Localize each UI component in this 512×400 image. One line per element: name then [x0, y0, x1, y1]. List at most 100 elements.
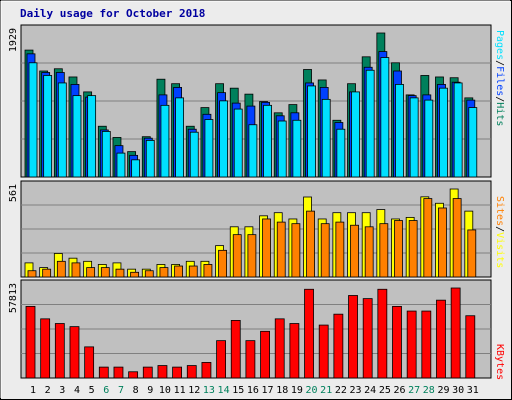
pages-bar-day-2 [43, 75, 53, 178]
sites-bar-day-2 [42, 268, 52, 278]
kbytes-bar-day-12 [186, 365, 197, 379]
day-tick-label: 30 [452, 385, 464, 396]
kbytes-bar-day-6 [98, 366, 109, 379]
kbytes-bar-day-8 [128, 371, 139, 379]
day-tick-label: 4 [74, 385, 80, 396]
pages-bar-day-12 [189, 131, 199, 178]
sites-bar-day-17 [262, 218, 271, 278]
pages-bar-day-28 [424, 99, 434, 178]
day-tick-label: 1 [30, 385, 36, 396]
day-tick-label: 29 [437, 385, 449, 396]
pages-bar-day-1 [28, 62, 38, 178]
day-tick-label: 12 [188, 385, 200, 396]
pages-bar-day-8 [131, 159, 141, 178]
kbytes-bar-day-15 [230, 319, 241, 379]
sites-bar-day-6 [100, 267, 110, 278]
pages-bar-day-20 [307, 85, 316, 178]
sites-bar-day-14 [218, 249, 227, 278]
sites-bar-day-15 [232, 234, 242, 278]
day-tick-label: 21 [320, 385, 332, 396]
sites-bar-day-21 [320, 223, 330, 278]
kbytes-bar-day-1 [25, 305, 36, 379]
kbytes-bar-day-28 [421, 310, 432, 379]
day-tick-label: 20 [306, 385, 318, 396]
pages-bar-day-17 [263, 104, 272, 178]
sites-bar-day-31 [467, 229, 477, 278]
day-tick-label: 23 [349, 385, 361, 396]
day-tick-label: 9 [147, 385, 153, 396]
kbytes-bar-day-27 [406, 310, 417, 379]
pages-bar-day-3 [57, 82, 67, 178]
pages-bar-day-4 [72, 95, 82, 178]
kbytes-bar-day-24 [362, 298, 373, 379]
legend-part: / [494, 60, 505, 66]
legend-part: Visits [494, 232, 505, 268]
pages-bar-day-24 [365, 69, 375, 178]
pages-bar-day-9 [145, 140, 155, 178]
sites-bar-day-27 [408, 220, 418, 278]
pages-bar-day-23 [351, 91, 360, 178]
chart-title: Daily usage for October 2018 [20, 7, 205, 20]
day-axis: 1 2 3 4 5 6 7 8 9 10 11 12 13 14 15 16 17 18 19 20 21 22 23 24 2… [30, 385, 479, 396]
kbytes-bar-day-9 [142, 366, 153, 379]
sites-bar-day-25 [379, 223, 389, 278]
kbytes-bar-day-26 [392, 305, 402, 379]
sites-bar-day-4 [71, 262, 81, 278]
pages-bar-day-14 [219, 100, 228, 178]
legend-part: KBytes [494, 344, 505, 380]
sites-bar-day-23 [350, 224, 359, 278]
day-tick-label: 18 [276, 385, 288, 396]
series-legend-label: Pages/Files/Hits [494, 30, 505, 126]
kbytes-bar-day-25 [377, 288, 388, 379]
day-tick-label: 19 [291, 385, 303, 396]
pages-bar-day-16 [248, 124, 258, 178]
day-tick-label: 28 [423, 385, 435, 396]
kbytes-bar-day-21 [318, 324, 329, 379]
pages-bar-day-5 [87, 95, 97, 178]
max-value-label: 561 [8, 184, 19, 202]
kbytes-bar-day-7 [113, 366, 124, 379]
max-value-label: 1929 [8, 28, 19, 52]
day-tick-label: 31 [467, 385, 479, 396]
kbytes-bar-day-3 [54, 323, 65, 379]
series-legend-label: KBytes [494, 344, 505, 380]
sites-bar-day-22 [335, 221, 345, 278]
kbytes-panel: 57813 KBytes [8, 279, 505, 380]
sites-bar-day-18 [276, 221, 286, 278]
day-tick-label: 24 [364, 385, 376, 396]
visits-sites-panel: 561 Sites/Visits [8, 180, 505, 278]
hits-files-pages-panel: 1929 Pages/Files/Hits [8, 24, 505, 178]
kbytes-bar-day-16 [245, 340, 256, 379]
day-tick-label: 8 [133, 385, 139, 396]
day-tick-label: 15 [232, 385, 244, 396]
kbytes-bar-day-4 [69, 326, 80, 379]
pages-bar-day-29 [439, 87, 448, 178]
kbytes-bar-day-19 [289, 323, 300, 379]
day-tick-label: 13 [203, 385, 215, 396]
day-tick-label: 17 [262, 385, 274, 396]
kbytes-bar-day-23 [348, 295, 358, 379]
day-tick-label: 10 [159, 385, 171, 396]
sites-bar-day-28 [423, 198, 433, 278]
day-tick-label: 7 [118, 385, 124, 396]
kbytes-bar-day-10 [157, 365, 168, 379]
legend-part: / [494, 96, 505, 102]
series-legend-label: Sites/Visits [494, 196, 505, 268]
max-value-label: 57813 [8, 283, 19, 313]
kbytes-bar-day-18 [274, 318, 285, 379]
sites-bar-day-26 [394, 220, 403, 278]
legend-part: Files [494, 66, 505, 96]
sites-bar-day-7 [115, 268, 125, 278]
day-tick-label: 22 [335, 385, 347, 396]
day-tick-label: 27 [408, 385, 420, 396]
pages-bar-day-7 [116, 152, 126, 178]
kbytes-bar-day-5 [84, 346, 95, 379]
sites-bar-day-16 [247, 234, 257, 278]
sites-bar-day-29 [438, 207, 447, 278]
sites-bar-day-3 [56, 260, 66, 278]
day-tick-label: 2 [45, 385, 51, 396]
legend-part: Sites [494, 196, 505, 226]
kbytes-bar-day-31 [465, 315, 476, 379]
day-tick-label: 26 [393, 385, 405, 396]
sites-bar-day-11 [174, 265, 184, 278]
